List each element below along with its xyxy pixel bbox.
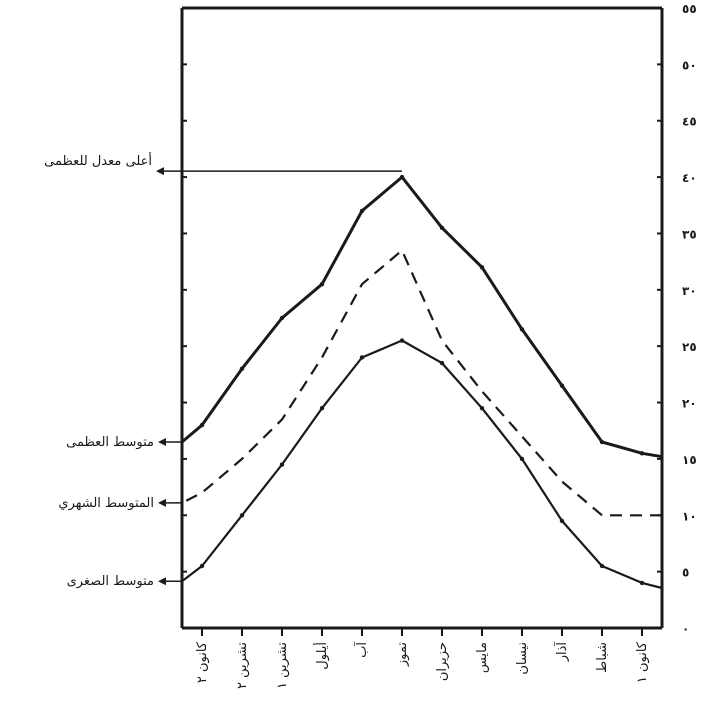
y-tick-label: ٤٠ — [682, 171, 697, 185]
series-point — [599, 563, 605, 569]
y-tick-label: ٥٥ — [682, 2, 697, 16]
y-tick-label: ٠ — [682, 622, 689, 636]
series-point — [519, 456, 525, 462]
annotation-label: أعلى معدل للعظمى — [44, 152, 152, 169]
y-tick-label: ١٠ — [682, 509, 697, 523]
series-group — [181, 174, 663, 590]
series-point — [559, 383, 565, 388]
x-tick-label: أيلول — [313, 642, 330, 670]
x-axis: كانون ١ شباط آذار نيسان مايس حزيران تموز آب أيلو… — [195, 628, 650, 689]
series-point — [599, 439, 605, 445]
series-0 — [181, 174, 663, 459]
series-1 — [181, 249, 662, 517]
series-point — [319, 281, 325, 287]
series-point — [239, 366, 245, 371]
y-tick-label: ٥ — [682, 566, 689, 580]
series-point — [439, 360, 445, 366]
annotation-arrowhead — [156, 167, 164, 176]
y-tick-label: ٣٥ — [682, 227, 697, 241]
label-arrowhead — [158, 498, 166, 507]
series-point — [439, 225, 445, 231]
y-tick-label: ١٥ — [682, 453, 697, 467]
x-tick-label: نيسان — [515, 642, 530, 675]
x-tick-label: كانون ١ — [635, 641, 650, 683]
y-tick-label: ٥٠ — [682, 58, 697, 72]
series-point — [359, 208, 365, 214]
series-point — [399, 174, 405, 180]
y-tick-label: ٤٥ — [682, 115, 697, 129]
series-point — [519, 327, 525, 332]
x-tick-label: تموز — [395, 642, 410, 668]
label-arrowhead — [158, 577, 166, 586]
series-point — [199, 422, 205, 428]
series-point — [559, 518, 565, 524]
series-2 — [181, 338, 663, 590]
x-tick-label: تشرين ٢ — [235, 642, 250, 689]
series-point — [399, 338, 405, 343]
label-arrowhead — [158, 438, 166, 446]
x-tick-label: حزيران — [435, 642, 450, 681]
series-point — [279, 462, 285, 467]
plot-frame — [180, 6, 664, 630]
x-tick-label: كانون ٢ — [195, 641, 210, 683]
series-point — [639, 451, 645, 456]
y-axis: ٠ ٥ ١٠ ١٥ ٢٠ ٢٥ ٣٠ ٣٥ ٤٠ ٤٥ ٥٠ ٥٥ — [182, 2, 697, 636]
series-point — [479, 405, 485, 411]
x-tick-label: تشرين ١ — [275, 642, 290, 689]
y-tick-label: ٢٠ — [682, 397, 697, 411]
series-point — [639, 580, 645, 586]
series-line — [181, 175, 663, 459]
y-tick-label: ٣٠ — [682, 284, 697, 298]
y-tick-label: ٢٥ — [682, 340, 697, 354]
series-labels: متوسط العظمى المتوسط الشهري متوسط الصغرى أع… — [44, 152, 402, 589]
series-point — [279, 315, 285, 321]
series-line — [181, 249, 662, 517]
series-point — [479, 265, 485, 270]
series-label: المتوسط الشهري — [58, 496, 154, 511]
series-point — [359, 355, 365, 360]
x-tick-label: مايس — [475, 642, 490, 673]
series-line — [181, 339, 663, 590]
x-tick-label: آذار — [553, 641, 570, 663]
x-tick-label: آب — [353, 641, 370, 658]
series-point — [239, 513, 245, 518]
x-tick-label: شباط — [595, 642, 610, 673]
series-label: متوسط العظمى — [66, 435, 154, 450]
series-point — [199, 563, 205, 569]
series-point — [319, 405, 325, 411]
series-label: متوسط الصغرى — [67, 574, 154, 589]
